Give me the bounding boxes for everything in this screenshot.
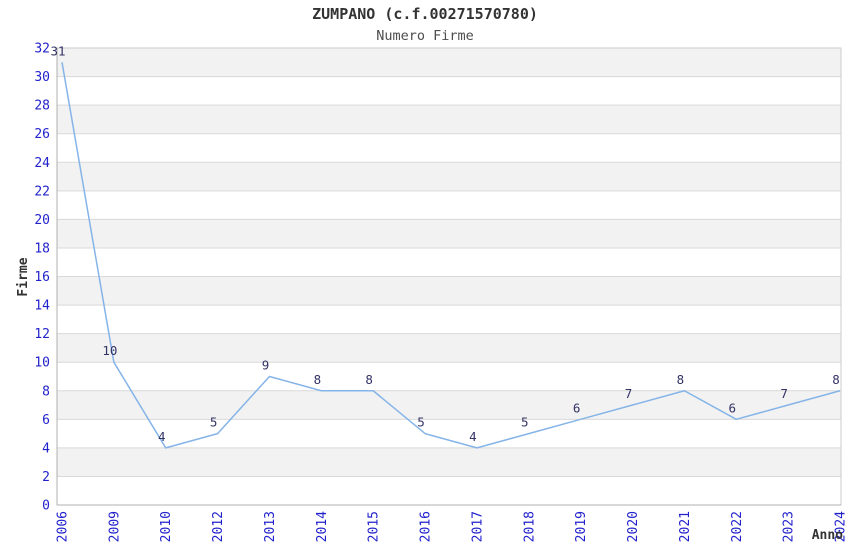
data-labels-layer: 31 10 4 5 9 8 8 5 4 5 6 7 8 6 7 8 [50,43,839,444]
y-tick-label: 10 [34,356,50,371]
y-tick-label: 14 [34,299,50,314]
y-tick-label: 12 [34,327,50,342]
plot-band [57,276,841,306]
y-tick-label: 32 [34,42,50,57]
plot-band [57,333,841,363]
chart-title: ZUMPANO (c.f.00271570780) [312,5,538,23]
plot-band [57,48,841,77]
data-label: 31 [50,43,65,58]
plot-band [57,447,841,477]
data-label: 9 [262,357,270,372]
data-label: 10 [102,343,117,358]
plot-bands-layer [57,48,841,477]
data-label: 7 [780,386,788,401]
data-label: 5 [417,415,425,430]
y-tick-label: 2 [42,470,50,485]
data-label: 8 [365,372,373,387]
x-tick-label: 2024 [834,511,849,542]
y-tick-label: 28 [34,99,50,114]
data-label: 5 [210,415,218,430]
x-tick-label: 2010 [159,511,174,542]
plot-band [57,162,841,191]
data-label: 8 [832,372,840,387]
y-tick-label: 16 [34,270,50,285]
plot-band [57,219,841,248]
data-label: 8 [677,372,685,387]
data-label: 7 [625,386,633,401]
y-tick-label: 22 [34,184,50,199]
x-tick-label: 2014 [315,511,330,542]
data-label: 8 [314,372,322,387]
y-tick-label: 30 [34,70,50,85]
x-tick-label: 2013 [263,511,278,542]
x-axis-title: Anno [812,528,843,543]
series-line [61,62,841,449]
data-label: 4 [469,429,477,444]
data-label: 6 [729,400,737,415]
y-tick-label: 24 [34,156,50,171]
x-tick-label: 2022 [730,511,745,542]
x-tick-label: 2009 [107,511,122,542]
x-tick-label: 2015 [367,511,382,542]
y-tick-label: 8 [42,384,50,399]
plot-band [57,105,841,134]
x-tick-label: 2018 [522,511,537,542]
y-tick-label: 4 [42,441,50,456]
data-label: 5 [521,415,529,430]
y-tick-label: 26 [34,127,50,142]
x-tick-label: 2006 [56,511,71,542]
x-tick-label: 2020 [626,511,641,542]
data-label: 4 [158,429,166,444]
x-tick-label: 2016 [419,511,434,542]
x-tick-label: 2019 [574,511,589,542]
x-tick-label: 2017 [470,511,485,542]
x-tick-label: 2021 [678,511,693,542]
series-layer [61,62,841,449]
x-tick-label: 2023 [782,511,797,542]
grid-layer [56,47,842,506]
data-label: 6 [573,400,581,415]
y-tick-label: 18 [34,241,50,256]
x-tick-label: 2012 [211,511,226,542]
y-axis-title: Firme [16,257,31,296]
y-tick-label: 20 [34,213,50,228]
y-tick-label: 0 [42,499,50,514]
y-tick-label: 6 [42,413,50,428]
chart-subtitle: Numero Firme [376,28,474,44]
plot-band [57,390,841,420]
